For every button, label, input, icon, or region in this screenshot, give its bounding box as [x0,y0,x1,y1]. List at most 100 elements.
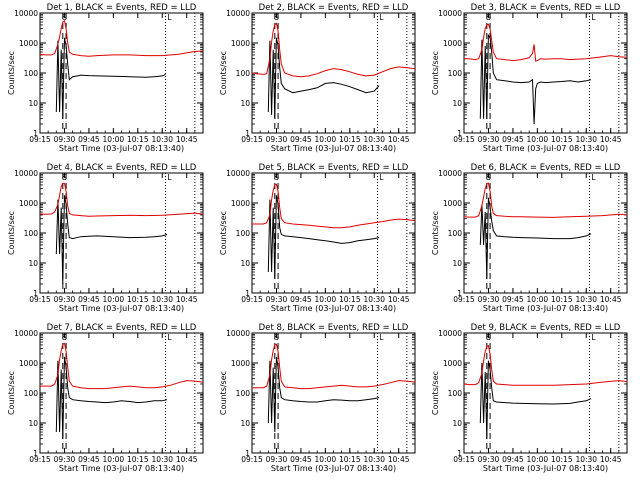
events-series-line [55,195,168,285]
y-axis-title: Counts/sec [7,51,16,95]
y-tick-label: 10000 [226,329,250,338]
x-tick-label: 09:15 [453,135,475,144]
y-tick-label: 100 [236,69,251,78]
y-tick-label: 1000 [19,359,38,368]
x-tick-label: 10:30 [575,455,597,464]
x-tick-label: 10:00 [103,295,125,304]
x-axis-title: Start Time (03-Jul-07 08:13:40) [483,304,608,313]
y-tick-label: 1 [245,129,250,138]
events-series-line [479,360,592,439]
y-tick-label: 1 [33,289,38,298]
s-marker: S [62,333,67,342]
l-marker: L [591,333,596,342]
x-tick-label: 09:30 [54,135,76,144]
x-axis-title: Start Time (03-Jul-07 08:13:40) [59,304,184,313]
x-tick-label: 09:45 [502,135,524,144]
x-axis-title: Start Time (03-Jul-07 08:13:40) [59,144,184,153]
plot-frame [251,332,416,454]
x-tick-label: 09:30 [54,455,76,464]
x-tick-label: 10:15 [339,455,361,464]
x-tick-label: 10:15 [127,135,149,144]
x-tick-label: 09:30 [266,455,288,464]
y-tick-label: 10 [240,99,250,108]
plot-frame [463,172,628,294]
s-marker: S [486,333,491,342]
x-tick-label: 09:45 [502,295,524,304]
y-tick-label: 1 [457,129,462,138]
panel-9: Det 9, BLACK = Events, RED = LLD 1 10 100 10… [431,323,628,473]
plot-frame [463,12,628,134]
x-axis-title: Start Time (03-Jul-07 08:13:40) [271,144,396,153]
x-tick-label: 09:15 [453,295,475,304]
y-tick-label: 10 [28,99,38,108]
x-tick-label: 10:30 [363,295,385,304]
panel-title: Det 6, BLACK = Events, RED = LLD [471,163,621,173]
x-axis-title: Start Time (03-Jul-07 08:13:40) [483,144,608,153]
x-tick-label: 10:00 [315,135,337,144]
x-tick-label: 09:15 [453,455,475,464]
x-tick-label: 10:30 [151,135,173,144]
x-tick-label: 10:00 [527,135,549,144]
events-series-line [267,195,380,279]
x-tick-label: 10:15 [551,135,573,144]
y-tick-label: 1000 [443,359,462,368]
x-tick-label: 09:15 [241,295,263,304]
x-tick-label: 09:15 [29,135,51,144]
l-marker: L [167,13,172,22]
panel-6: Det 6, BLACK = Events, RED = LLD 1 10 100 10… [431,163,628,313]
x-axis-title: Start Time (03-Jul-07 08:13:40) [271,464,396,473]
x-tick-label: 09:30 [478,135,500,144]
x-tick-label: 09:45 [290,455,312,464]
lld-series-line [252,343,416,390]
x-tick-label: 10:30 [151,295,173,304]
y-axis-title: Counts/sec [219,51,228,95]
y-tick-label: 1000 [231,359,250,368]
x-tick-label: 09:45 [78,295,100,304]
y-tick-label: 10000 [226,9,250,18]
plot-frame [39,332,204,454]
y-tick-label: 1 [245,449,250,458]
y-tick-label: 1 [33,129,38,138]
y-tick-label: 100 [448,229,463,238]
x-tick-label: 10:45 [388,455,410,464]
panel-title: Det 2, BLACK = Events, RED = LLD [259,3,409,13]
plot-frame [39,12,204,134]
s-marker: S [62,173,67,182]
y-axis-title: Counts/sec [219,371,228,415]
y-tick-label: 1 [457,289,462,298]
l-marker: L [167,173,172,182]
panel-title: Det 3, BLACK = Events, RED = LLD [471,3,621,13]
panel-4: Det 4, BLACK = Events, RED = LLD 1 10 100 10… [7,163,204,313]
lld-series-line [39,19,204,57]
x-tick-label: 10:45 [600,135,622,144]
x-tick-label: 10:15 [551,295,573,304]
y-tick-label: 1000 [19,39,38,48]
y-tick-label: 10000 [438,169,462,178]
x-tick-label: 09:45 [290,295,312,304]
y-axis-title: Counts/sec [431,51,440,95]
x-tick-label: 10:15 [339,135,361,144]
y-tick-label: 100 [236,389,251,398]
lld-series-line [251,22,416,78]
x-tick-label: 09:45 [78,135,100,144]
y-tick-label: 10 [452,419,462,428]
x-tick-label: 10:15 [551,455,573,464]
s-marker: S [486,173,491,182]
lld-series-line [463,182,628,218]
lld-series-line [464,23,628,62]
y-tick-label: 10000 [14,169,38,178]
l-marker: L [379,333,384,342]
x-tick-label: 10:15 [127,455,149,464]
y-tick-label: 1 [245,289,250,298]
y-tick-label: 1 [33,449,38,458]
s-marker: S [274,333,279,342]
plot-frame [251,172,416,294]
y-tick-label: 10 [28,259,38,268]
panel-title: Det 7, BLACK = Events, RED = LLD [47,323,197,333]
x-tick-label: 09:30 [54,295,76,304]
x-tick-label: 10:45 [600,455,622,464]
s-marker: S [274,173,279,182]
lld-series-line [39,182,204,217]
s-marker: S [486,13,491,22]
plot-frame [39,172,204,294]
